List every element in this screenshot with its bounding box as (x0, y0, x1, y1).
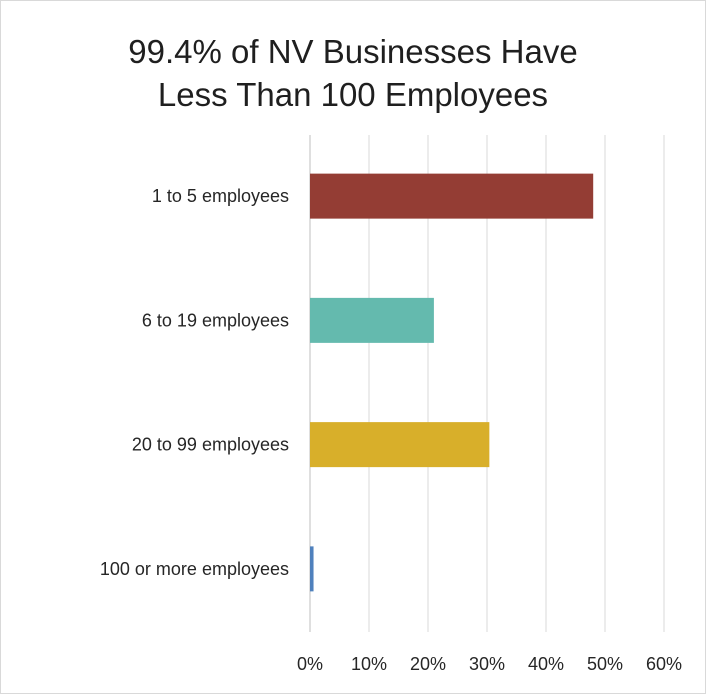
x-tick-label: 10% (351, 654, 387, 674)
chart-title: 99.4% of NV Businesses Have Less Than 10… (0, 30, 706, 116)
bar (310, 173, 594, 219)
category-labels: 1 to 5 employees 6 to 19 employees 20 to 9… (100, 186, 289, 579)
x-tick-label: 20% (410, 654, 446, 674)
x-tick-label: 30% (469, 654, 505, 674)
category-label: 20 to 99 employees (132, 435, 289, 455)
x-tick-label: 0% (297, 654, 323, 674)
bars (310, 173, 594, 592)
x-tick-label: 50% (587, 654, 623, 674)
chart-title-line-1: 99.4% of NV Businesses Have (128, 33, 578, 70)
category-label: 1 to 5 employees (152, 186, 289, 206)
bar (310, 546, 314, 592)
x-tick-label: 40% (528, 654, 564, 674)
category-label: 100 or more employees (100, 559, 289, 579)
bar (310, 297, 434, 343)
x-tick-labels: 0% 10% 20% 30% 40% 50% 60% (297, 654, 682, 674)
category-label: 6 to 19 employees (142, 310, 289, 330)
chart-title-line-2: Less Than 100 Employees (157, 76, 549, 113)
bar (310, 422, 490, 468)
x-tick-label: 60% (646, 654, 682, 674)
